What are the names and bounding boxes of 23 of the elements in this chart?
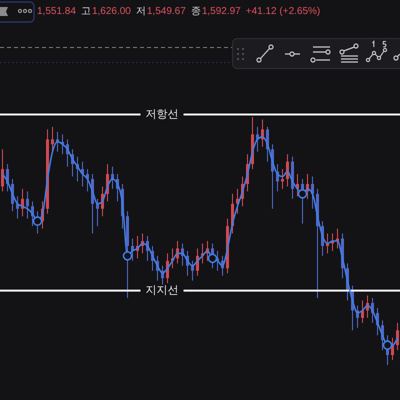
point	[298, 189, 308, 199]
ref-line-label: 저항선	[146, 108, 178, 121]
text: 1,551.84	[37, 6, 76, 16]
candlestick	[361, 300, 364, 324]
text: 1,592.97	[202, 6, 241, 16]
candlestick	[96, 198, 99, 227]
point	[122, 251, 132, 261]
candlestick	[26, 190, 29, 220]
text: 1,626.00	[92, 6, 131, 16]
point	[32, 216, 42, 226]
point	[382, 340, 392, 350]
text: 종	[190, 5, 201, 18]
text: 1,549.67	[146, 6, 186, 16]
candlestick	[111, 166, 114, 190]
point	[208, 254, 218, 264]
candlestick	[1, 148, 4, 192]
text: +41.12 (+2.65%)	[246, 6, 320, 16]
candlestick	[281, 168, 284, 190]
text: 저	[136, 5, 146, 18]
text: 고	[80, 5, 91, 18]
ref-line-label: 지지선	[146, 284, 178, 297]
candlestick	[51, 126, 54, 152]
candlestick	[191, 260, 194, 282]
